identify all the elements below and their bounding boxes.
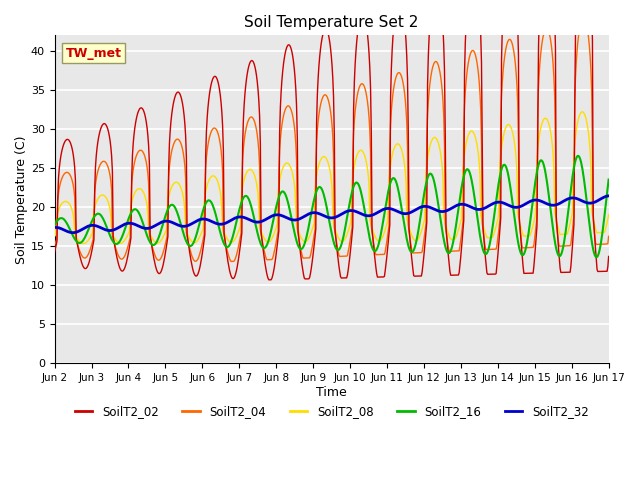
Text: TW_met: TW_met	[66, 47, 122, 60]
Legend: SoilT2_02, SoilT2_04, SoilT2_08, SoilT2_16, SoilT2_32: SoilT2_02, SoilT2_04, SoilT2_08, SoilT2_…	[70, 401, 593, 423]
X-axis label: Time: Time	[316, 386, 347, 399]
Title: Soil Temperature Set 2: Soil Temperature Set 2	[244, 15, 419, 30]
Y-axis label: Soil Temperature (C): Soil Temperature (C)	[15, 135, 28, 264]
